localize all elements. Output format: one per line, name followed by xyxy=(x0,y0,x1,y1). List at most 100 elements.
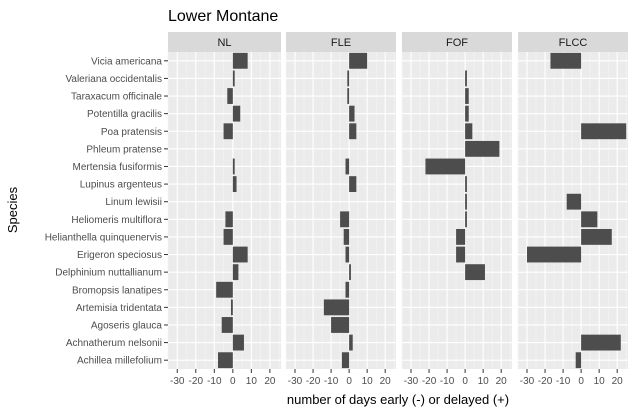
bar xyxy=(341,352,350,369)
x-tick-label: 20 xyxy=(496,376,508,387)
bar xyxy=(223,228,233,245)
x-tick-label: -20 xyxy=(306,376,321,387)
bar xyxy=(581,334,621,351)
bar xyxy=(575,352,582,369)
bar xyxy=(465,140,500,157)
facet-panel-fle: FLE -30 -20 -10 0 10 20 xyxy=(285,32,396,387)
y-tick-label: Achnatherum nelsonii xyxy=(66,338,162,349)
x-tick-label: -30 xyxy=(288,376,303,387)
facet-strip-label: NL xyxy=(217,37,231,49)
bar xyxy=(550,52,582,69)
bar xyxy=(345,158,350,175)
facet-panel-nl: NL -30 -20 -10 0 10 20 xyxy=(167,32,281,387)
x-tick-label: 20 xyxy=(264,376,276,387)
x-tick-label: 20 xyxy=(380,376,392,387)
bar xyxy=(349,52,368,69)
y-tick-label: Delphinium nuttallianum xyxy=(55,268,162,279)
x-tick-label: -10 xyxy=(324,376,339,387)
bar xyxy=(465,176,467,193)
x-tick-label: -20 xyxy=(422,376,437,387)
panel-background xyxy=(168,52,281,369)
y-tick-label: Agoseris glauca xyxy=(91,320,163,331)
panel-background xyxy=(286,52,396,369)
x-tick-label: -20 xyxy=(538,376,553,387)
y-tick-label: Erigeron speciosus xyxy=(77,250,162,261)
bar xyxy=(349,264,351,281)
bar xyxy=(232,158,235,175)
bar xyxy=(566,193,582,210)
x-tick-label: 0 xyxy=(578,376,584,387)
bar xyxy=(331,317,350,333)
x-tick-label: 10 xyxy=(594,376,606,387)
bar xyxy=(227,88,233,104)
bar xyxy=(465,211,467,228)
facet-strip-label: FLCC xyxy=(559,37,588,49)
bar xyxy=(581,123,627,140)
x-tick-label: -10 xyxy=(207,376,222,387)
x-tick-label: 10 xyxy=(362,376,374,387)
x-tick-label: 0 xyxy=(462,376,468,387)
bar xyxy=(223,123,233,140)
bar xyxy=(349,105,355,122)
bar xyxy=(349,123,357,140)
x-tick-label: 0 xyxy=(346,376,352,387)
bar xyxy=(216,281,233,298)
bar xyxy=(232,334,244,351)
facet-panel-flcc: FLCC -30 -20 -10 0 10 20 xyxy=(517,32,628,387)
y-tick-label: Lupinus argenteus xyxy=(80,180,162,191)
bar xyxy=(456,228,466,245)
bar xyxy=(347,88,350,104)
y-tick-label: Artemisia tridentata xyxy=(76,303,163,314)
facet-strip xyxy=(518,32,628,52)
bar xyxy=(232,246,248,263)
bar xyxy=(465,70,467,87)
x-tick-label: 10 xyxy=(478,376,490,387)
bar xyxy=(230,299,233,316)
bar xyxy=(465,264,485,281)
bar xyxy=(232,176,237,193)
bar xyxy=(232,52,248,69)
bar xyxy=(425,158,466,175)
bar xyxy=(456,246,466,263)
x-tick-label: -30 xyxy=(404,376,419,387)
bar xyxy=(221,317,233,333)
bar xyxy=(349,176,357,193)
bar xyxy=(218,352,233,369)
facet-strip-label: FLE xyxy=(331,37,351,49)
facet-strip xyxy=(168,32,281,52)
y-tick-label: Achillea millefolium xyxy=(77,356,162,367)
bar xyxy=(465,88,469,104)
x-tick-label: -10 xyxy=(440,376,455,387)
y-tick-label: Heliomeris multiflora xyxy=(71,215,162,226)
y-axis-labels: Vicia americana Valeriana occidentalis Tar… xyxy=(45,56,168,367)
y-axis-title: Species xyxy=(5,186,20,233)
bar xyxy=(581,211,598,228)
bar xyxy=(340,211,350,228)
y-tick-label: Taraxacum officinale xyxy=(71,92,162,103)
bar xyxy=(581,228,612,245)
x-tick-label: -30 xyxy=(170,376,185,387)
y-tick-label: Valeriana occidentalis xyxy=(65,74,162,85)
y-tick-label: Mertensia fusiformis xyxy=(73,162,162,173)
bar xyxy=(465,123,473,140)
bar xyxy=(527,246,582,263)
x-tick-label: 10 xyxy=(246,376,258,387)
y-tick-label: Potentilla gracilis xyxy=(87,109,162,120)
bar xyxy=(232,70,235,87)
bar xyxy=(349,334,353,351)
x-tick-label: 0 xyxy=(230,376,236,387)
x-tick-label: -10 xyxy=(556,376,571,387)
bar xyxy=(343,228,350,245)
bar xyxy=(225,211,233,228)
bar xyxy=(345,281,350,298)
chart-title: Lower Montane xyxy=(168,8,278,25)
panel-background xyxy=(518,52,628,369)
y-tick-label: Linum lewisii xyxy=(105,197,162,208)
panel-background xyxy=(402,52,512,369)
facet-strip xyxy=(402,32,512,52)
facet-strip xyxy=(286,32,396,52)
bar xyxy=(323,299,350,316)
y-tick-label: Bromopsis lanatipes xyxy=(72,285,162,296)
y-tick-label: Phleum pratense xyxy=(86,144,162,155)
y-tick-label: Vicia americana xyxy=(91,56,162,67)
